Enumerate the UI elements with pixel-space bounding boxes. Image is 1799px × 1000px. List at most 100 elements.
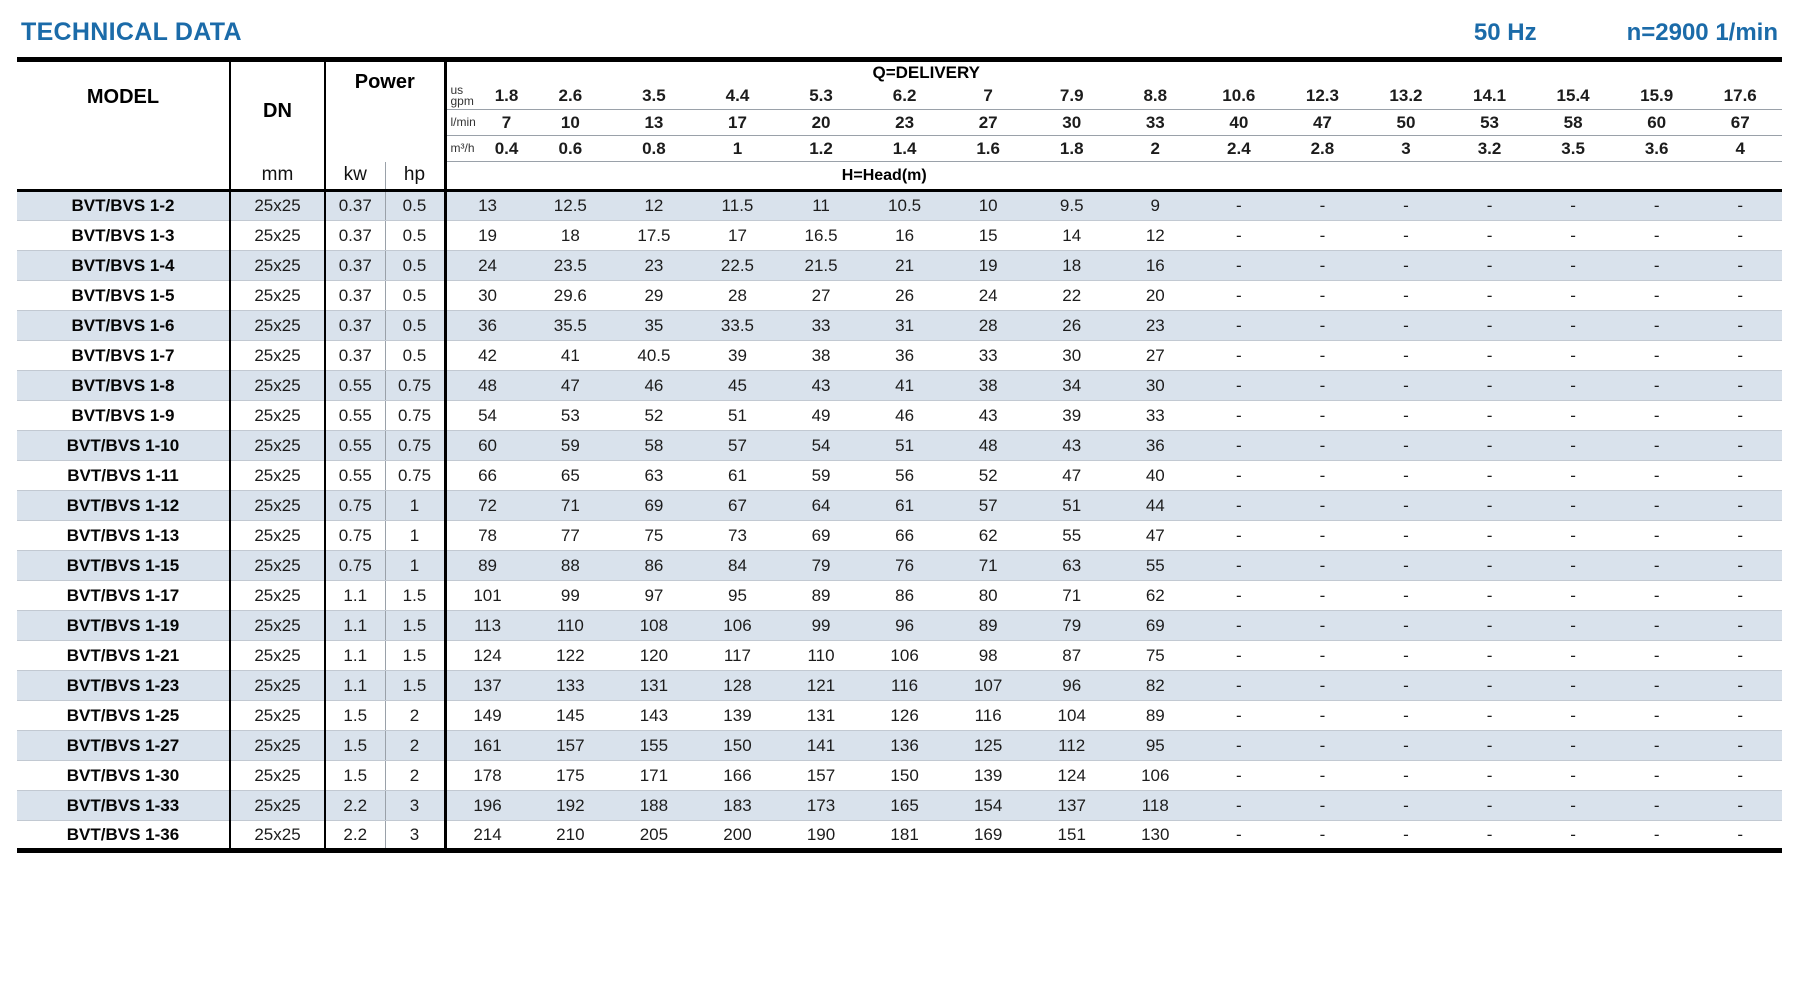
head-value-cell: -: [1280, 430, 1365, 461]
model-cell: BVT/BVS 1-10: [17, 430, 231, 461]
head-value-cell: -: [1614, 190, 1699, 221]
kw-cell: 1.1: [325, 670, 386, 701]
head-value-cell: -: [1614, 580, 1699, 611]
head-value-cell: 79: [779, 550, 863, 581]
flow-header-cell: 3.2: [1447, 135, 1532, 162]
head-value-cell: -: [1698, 580, 1782, 611]
head-value-cell: -: [1364, 250, 1448, 281]
table-row: BVT/BVS 1-33 25x25 2.2 3 196 192 188 183 173 165 1…: [17, 790, 1782, 821]
model-column-header: MODEL: [17, 59, 231, 191]
head-value-cell: 24: [946, 280, 1030, 311]
head-value-cell: 130: [1113, 820, 1198, 851]
dn-cell: 25x25: [230, 460, 326, 491]
model-cell: BVT/BVS 1-15: [17, 550, 231, 581]
model-cell: BVT/BVS 1-11: [17, 460, 231, 491]
kw-cell: 2.2: [325, 820, 386, 851]
dn-cell: 25x25: [230, 550, 326, 581]
head-value-cell: -: [1614, 550, 1699, 581]
head-value-cell: 150: [695, 730, 780, 761]
head-value-cell: -: [1197, 790, 1281, 821]
speed-label: n=2900 1/min: [1626, 19, 1778, 46]
dn-unit-label: mm: [230, 161, 326, 191]
head-value-cell: -: [1531, 700, 1615, 731]
kw-cell: 1.1: [325, 640, 386, 671]
head-value-cell: -: [1698, 670, 1782, 701]
head-value-cell: 75: [1113, 640, 1198, 671]
head-value-cell: 60: [445, 430, 529, 461]
head-value-cell: -: [1197, 460, 1281, 491]
flow-header-cell: 0.8: [612, 135, 696, 162]
hp-cell: 0.5: [385, 250, 447, 281]
table-row: BVT/BVS 1-36 25x25 2.2 3 214 210 205 200 190 181 1…: [17, 820, 1782, 851]
head-value-cell: 26: [1029, 310, 1114, 341]
head-value-cell: -: [1614, 370, 1699, 401]
table-row: BVT/BVS 1-12 25x25 0.75 1 72 71 69 67 64 61 57 51 44…: [17, 490, 1782, 521]
head-value-cell: 62: [1113, 580, 1198, 611]
head-value-cell: -: [1364, 370, 1448, 401]
head-value-cell: 66: [862, 520, 947, 551]
flow-header-cell: 4: [1698, 135, 1782, 162]
head-value-cell: 33: [779, 310, 863, 341]
head-value-cell: -: [1447, 460, 1532, 491]
head-value-cell: 10.5: [862, 190, 947, 221]
flow-unit-value: 7: [501, 112, 512, 132]
kw-cell: 0.75: [325, 520, 386, 551]
table-row: BVT/BVS 1-15 25x25 0.75 1 89 88 86 84 79 76 71 63 55…: [17, 550, 1782, 581]
model-cell: BVT/BVS 1-4: [17, 250, 231, 281]
head-value-cell: 139: [946, 760, 1030, 791]
head-value-cell: -: [1197, 430, 1281, 461]
head-value-cell: -: [1531, 790, 1615, 821]
flow-header-cell: 14.1: [1447, 83, 1532, 110]
head-value-cell: 15: [946, 220, 1030, 251]
model-cell: BVT/BVS 1-30: [17, 760, 231, 791]
head-value-cell: -: [1698, 640, 1782, 671]
head-value-cell: 205: [612, 820, 696, 851]
head-value-cell: -: [1531, 610, 1615, 641]
head-value-cell: 98: [946, 640, 1030, 671]
flow-unit-label: m³/h: [450, 141, 475, 155]
head-value-cell: 14: [1029, 220, 1114, 251]
head-value-cell: 35: [612, 310, 696, 341]
head-value-cell: -: [1698, 730, 1782, 761]
flow-header-cell: 8.8: [1113, 83, 1198, 110]
table-body: BVT/BVS 1-2 25x25 0.37 0.5 13 12.5 12 11.5 11 10.…: [17, 190, 1782, 851]
model-cell: BVT/BVS 1-7: [17, 340, 231, 371]
head-value-cell: 196: [445, 790, 529, 821]
head-value-cell: -: [1531, 280, 1615, 311]
flow-header-cell: 2: [1113, 135, 1198, 162]
head-value-cell: 190: [779, 820, 863, 851]
head-value-cell: -: [1447, 250, 1532, 281]
flow-header-cell: 67: [1698, 109, 1782, 136]
head-value-cell: 101: [445, 580, 529, 611]
kw-cell: 0.37: [325, 310, 386, 341]
head-value-cell: 30: [1113, 370, 1198, 401]
kw-cell: 1.5: [325, 760, 386, 791]
model-cell: BVT/BVS 1-3: [17, 220, 231, 251]
head-value-cell: 17: [695, 220, 780, 251]
kw-cell: 0.75: [325, 490, 386, 521]
head-value-cell: -: [1698, 700, 1782, 731]
hp-cell: 0.75: [385, 460, 447, 491]
head-value-cell: -: [1698, 310, 1782, 341]
head-value-cell: -: [1364, 220, 1448, 251]
flow-header-cell: 13.2: [1364, 83, 1448, 110]
kw-cell: 0.37: [325, 340, 386, 371]
model-cell: BVT/BVS 1-21: [17, 640, 231, 671]
head-value-cell: 40: [1113, 460, 1198, 491]
head-value-cell: 39: [695, 340, 780, 371]
model-cell: BVT/BVS 1-23: [17, 670, 231, 701]
table-row: BVT/BVS 1-13 25x25 0.75 1 78 77 75 73 69 66 62 55 47…: [17, 520, 1782, 551]
head-value-cell: 65: [528, 460, 613, 491]
table-row: BVT/BVS 1-5 25x25 0.37 0.5 30 29.6 29 28 27 26 24 2…: [17, 280, 1782, 311]
head-value-cell: 39: [1029, 400, 1114, 431]
table-row: BVT/BVS 1-19 25x25 1.1 1.5 113 110 108 106 99 96 8…: [17, 610, 1782, 641]
head-value-cell: 96: [1029, 670, 1114, 701]
head-value-cell: -: [1447, 790, 1532, 821]
head-value-cell: 23: [1113, 310, 1198, 341]
head-value-cell: 112: [1029, 730, 1114, 761]
head-value-cell: -: [1698, 370, 1782, 401]
head-value-cell: -: [1614, 280, 1699, 311]
hp-cell: 2: [385, 730, 447, 761]
head-value-cell: -: [1364, 610, 1448, 641]
head-value-cell: 55: [1029, 520, 1114, 551]
